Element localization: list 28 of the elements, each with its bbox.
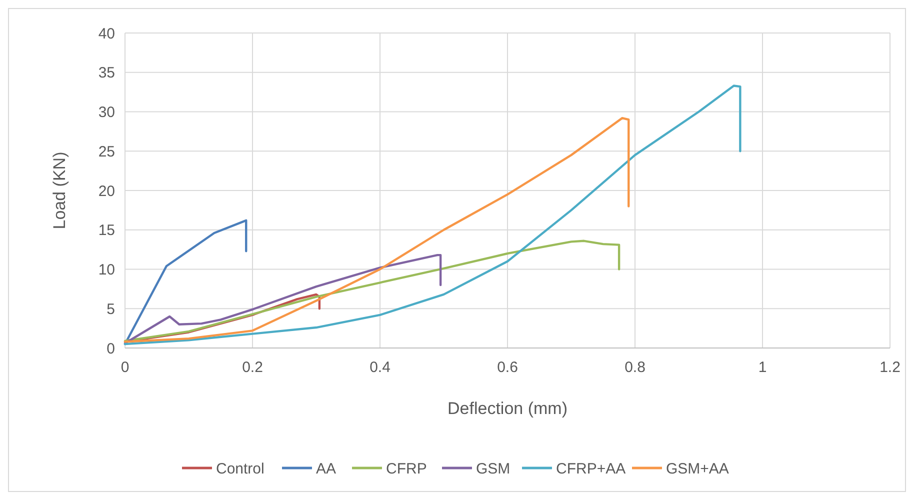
legend-label: Control — [216, 460, 264, 478]
y-axis-title: Load (KN) — [50, 152, 69, 230]
x-tick-label: 0.2 — [242, 359, 263, 376]
y-tick-label: 20 — [98, 182, 115, 200]
y-tick-label: 0 — [106, 340, 115, 358]
legend-label: CFRP+AA — [556, 460, 626, 478]
x-tick-label: 0 — [120, 359, 130, 376]
x-tick-label: 0.8 — [624, 359, 646, 376]
y-tick-label: 30 — [98, 104, 115, 121]
line-series — [124, 254, 442, 344]
y-tick-label: 25 — [98, 143, 115, 160]
legend-label: CFRP — [386, 460, 427, 478]
y-tick-label: 15 — [98, 222, 115, 240]
y-tick-label: 10 — [98, 262, 115, 278]
legend-label: AA — [316, 460, 336, 478]
line-series — [124, 84, 742, 346]
x-tick-label: 0.6 — [497, 359, 518, 376]
x-tick-label: 0.4 — [370, 359, 390, 376]
line-series — [124, 240, 620, 342]
y-tick-label: 5 — [106, 300, 115, 318]
x-tick-label: 1 — [758, 359, 767, 376]
x-axis-title: Deflection (mm) — [448, 399, 568, 418]
line-series — [124, 116, 630, 343]
y-tick-label: 35 — [98, 64, 115, 82]
y-tick-label: 40 — [98, 25, 115, 42]
x-tick-label: 1.2 — [880, 359, 900, 376]
legend-label: GSM — [476, 460, 510, 478]
legend-label: GSM+AA — [666, 460, 729, 478]
